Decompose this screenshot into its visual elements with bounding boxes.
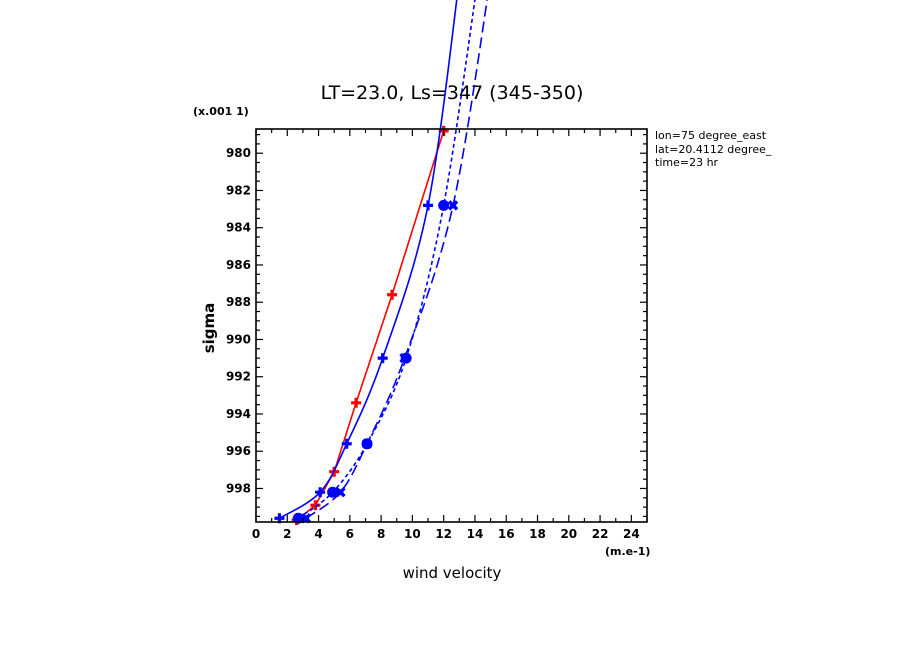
- y-axis-label: sigma: [200, 303, 218, 354]
- x-tick-label: 24: [623, 527, 640, 541]
- data-point: [341, 438, 352, 449]
- info-lon: lon=75 degree_east: [655, 129, 767, 142]
- axes: 0 2 4 6 8 10 12 14 16 18 20 22 249809829849869889909…: [226, 128, 648, 541]
- plot-frame: [255, 128, 648, 523]
- data-point-core: [450, 202, 457, 209]
- x-tick-label: 10: [404, 527, 421, 541]
- info-block: lon=75 degree_east lat=20.4112 degree_ t…: [655, 129, 772, 169]
- data-point: [438, 199, 450, 211]
- x-tick-label: 8: [377, 527, 385, 541]
- info-time: time=23 hr: [655, 156, 719, 169]
- x-tick-label: 14: [467, 527, 484, 541]
- x-tick-label: 4: [314, 527, 322, 541]
- x-axis-label: wind velocity: [403, 564, 502, 582]
- x-tick-label: 16: [498, 527, 515, 541]
- x-tick-label: 22: [592, 527, 609, 541]
- series-4: [300, 0, 488, 524]
- data-point: [423, 200, 434, 211]
- data-point: [387, 289, 398, 300]
- data-point-core: [364, 440, 371, 447]
- data-point: [377, 353, 388, 364]
- y-tick-label: 990: [226, 332, 251, 346]
- x-tick-label: 18: [529, 527, 546, 541]
- x-tick-label: 20: [560, 527, 577, 541]
- chart-title: LT=23.0, Ls=347 (345-350): [321, 82, 584, 104]
- y-tick-label: 988: [226, 295, 251, 309]
- x-units-label: (m.e-1): [605, 545, 650, 558]
- data-point-core: [303, 515, 310, 522]
- series-layer: [274, 0, 488, 526]
- data-point-core: [337, 489, 344, 496]
- info-lat: lat=20.4112 degree_: [655, 143, 772, 156]
- y-tick-label: 984: [226, 221, 251, 235]
- y-tick-label: 994: [226, 407, 251, 421]
- series-1: [291, 125, 449, 526]
- x-tick-label: 2: [283, 527, 291, 541]
- x-tick-label: 6: [346, 527, 354, 541]
- data-point-core: [401, 355, 408, 362]
- y-tick-label: 986: [226, 258, 251, 272]
- series-3: [292, 0, 476, 524]
- y-tick-label: 996: [226, 444, 251, 458]
- y-tick-label: 992: [226, 370, 251, 384]
- y-tick-label: 982: [226, 183, 251, 197]
- data-point: [315, 487, 326, 498]
- x-tick-label: 0: [252, 527, 260, 541]
- y-units-label: (x.001 1): [193, 105, 249, 118]
- x-tick-label: 12: [435, 527, 452, 541]
- series-2: [274, 0, 458, 524]
- series-line: [297, 0, 476, 519]
- series-line: [296, 130, 445, 521]
- data-point: [351, 397, 362, 408]
- y-tick-label: 980: [226, 146, 251, 160]
- y-tick-label: 998: [226, 481, 251, 495]
